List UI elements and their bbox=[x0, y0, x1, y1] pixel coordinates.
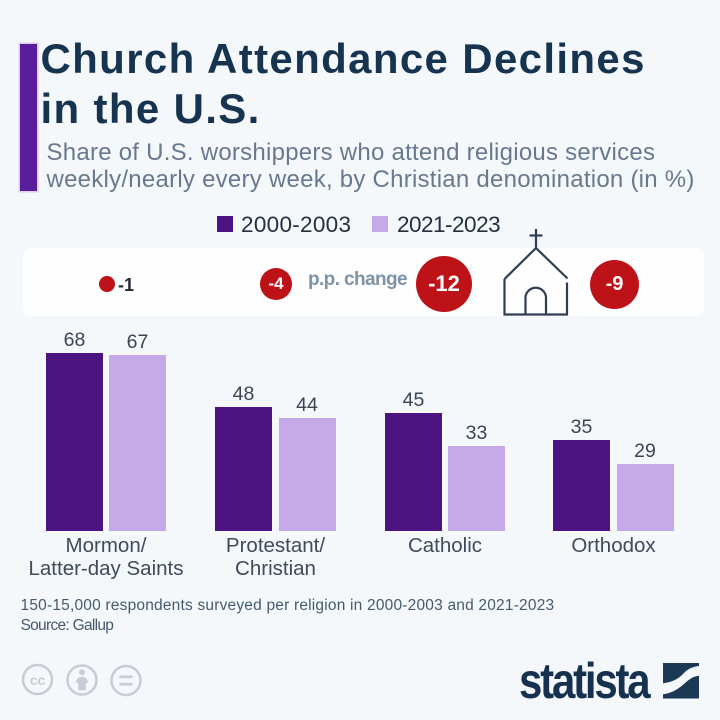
svg-text:cc: cc bbox=[30, 672, 46, 688]
